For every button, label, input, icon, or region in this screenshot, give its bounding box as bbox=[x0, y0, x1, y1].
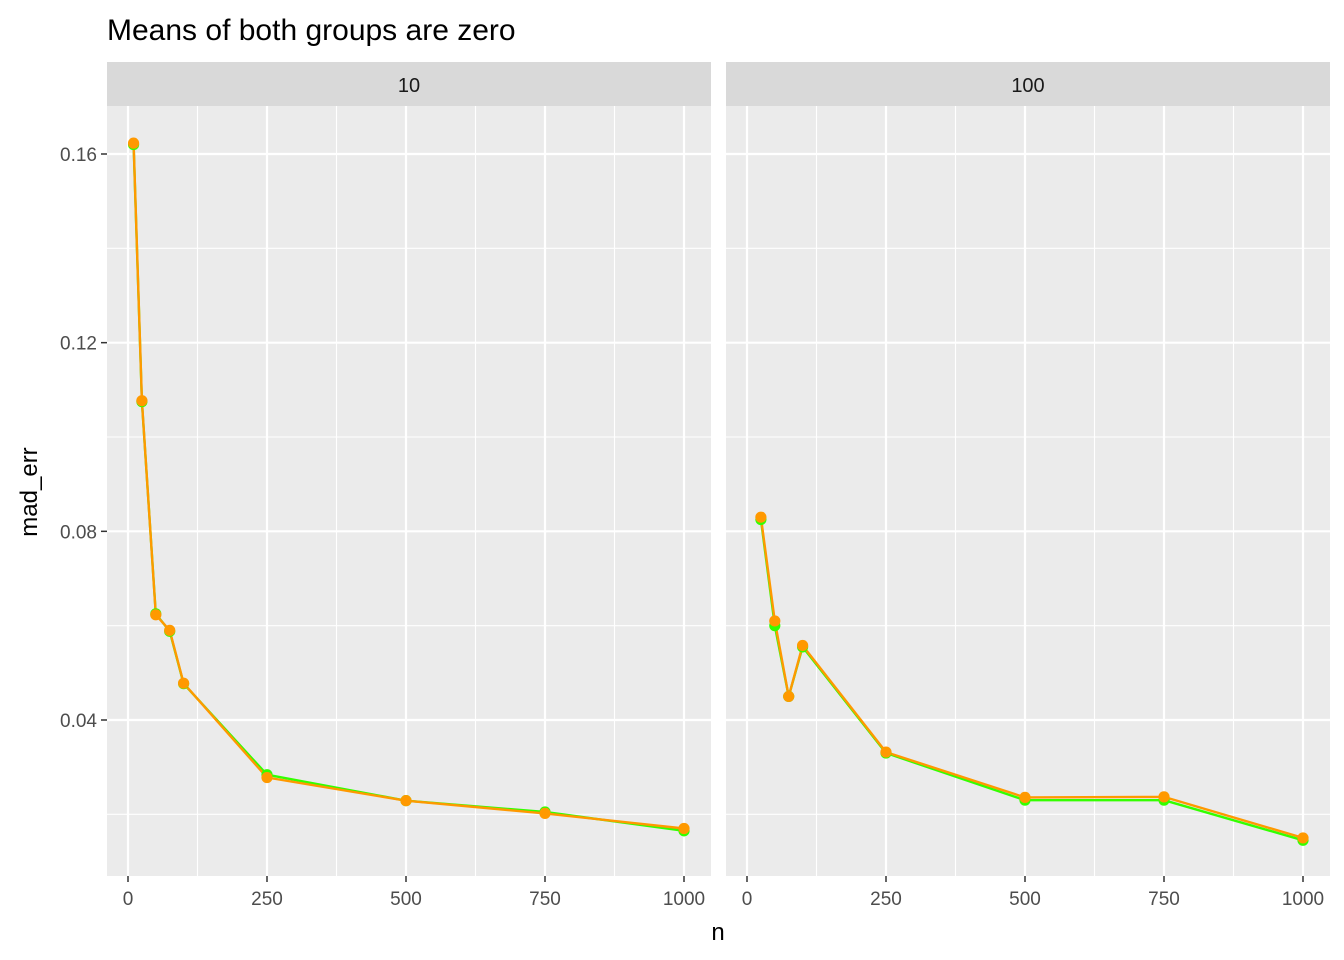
x-tick-label: 750 bbox=[529, 889, 561, 910]
series-point-2 bbox=[797, 639, 809, 652]
panel-background bbox=[726, 106, 1330, 876]
series-point-2 bbox=[261, 771, 273, 784]
x-tick-label: 1000 bbox=[663, 889, 705, 910]
y-tick-label: 0.08 bbox=[60, 522, 97, 543]
x-tick-label: 500 bbox=[1009, 889, 1041, 910]
y-tick-label: 0.12 bbox=[60, 334, 97, 355]
series-point-2 bbox=[400, 795, 412, 807]
series-point-2 bbox=[164, 624, 176, 636]
y-tick-label: 0.16 bbox=[60, 145, 97, 166]
x-axis-title: n bbox=[711, 919, 724, 946]
y-tick-label: 0.04 bbox=[60, 711, 97, 732]
x-tick-label: 250 bbox=[870, 889, 902, 910]
series-point-2 bbox=[1158, 791, 1170, 803]
series-line-2 bbox=[759, 517, 1304, 840]
series-point-2 bbox=[1297, 832, 1309, 844]
series-point-2 bbox=[127, 137, 140, 149]
panel-background bbox=[107, 106, 711, 876]
y-axis-title: mad_err bbox=[16, 447, 43, 536]
series-point-2 bbox=[880, 746, 892, 758]
series-point-2 bbox=[136, 395, 148, 407]
facet-strip bbox=[726, 62, 1330, 106]
series-point-2 bbox=[539, 807, 551, 819]
chart-title: Means of both groups are zero bbox=[107, 14, 516, 47]
facet-strip-label: 10 bbox=[398, 75, 420, 97]
series-point-2 bbox=[783, 690, 795, 703]
x-tick-label: 0 bbox=[123, 889, 134, 910]
x-tick-label: 750 bbox=[1148, 889, 1180, 910]
series-point-2 bbox=[769, 615, 781, 627]
series-point-2 bbox=[178, 677, 190, 689]
x-tick-label: 0 bbox=[742, 889, 753, 910]
facet-panel-100: 1000 250 500 750 1000 bbox=[726, 62, 1330, 910]
series-point-2 bbox=[755, 511, 767, 523]
x-tick-label: 250 bbox=[251, 889, 283, 910]
series-point-2 bbox=[150, 609, 162, 621]
facet-strip bbox=[107, 62, 711, 106]
series-point-2 bbox=[1019, 791, 1031, 803]
x-tick-label: 1000 bbox=[1282, 889, 1324, 910]
x-tick-label: 500 bbox=[390, 889, 422, 910]
facet-strip-label: 100 bbox=[1011, 75, 1044, 97]
facet-panel-10: 10 0 250 500 750 1000 0.04 0.08 0.12 0.16 bbox=[60, 62, 711, 910]
series-point-2 bbox=[678, 822, 690, 835]
